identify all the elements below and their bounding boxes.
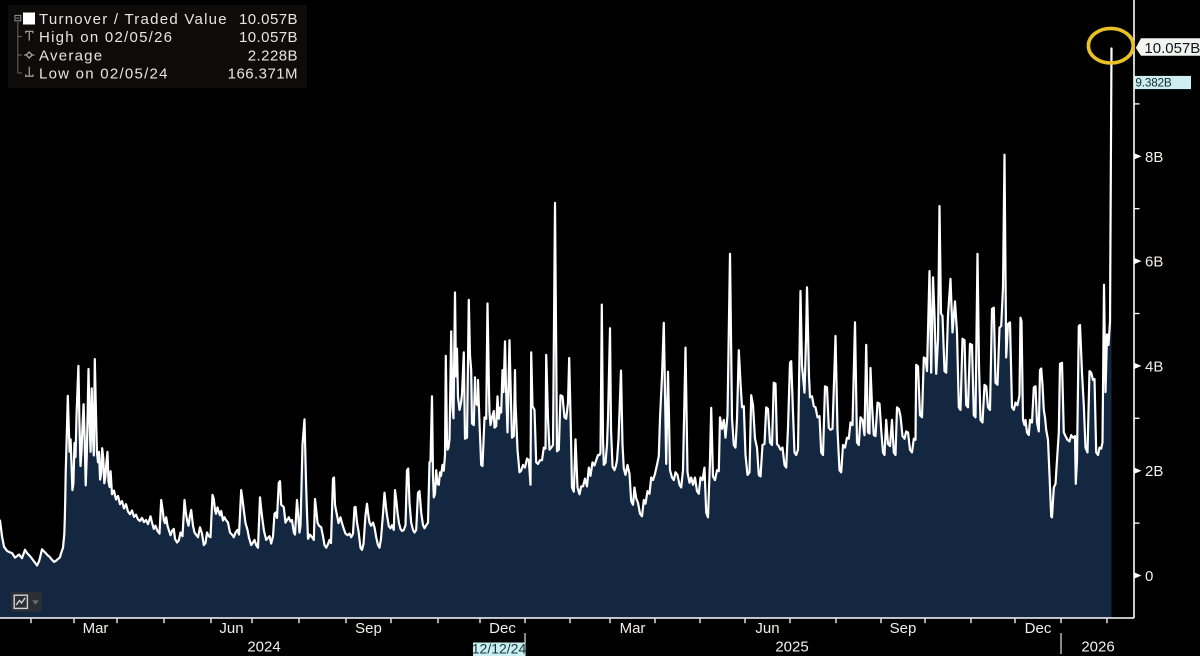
svg-text:0: 0 <box>1145 568 1153 585</box>
svg-text:9.382B: 9.382B <box>1135 76 1172 90</box>
svg-text:Jun: Jun <box>219 620 243 637</box>
svg-text:Sep: Sep <box>355 620 382 637</box>
svg-text:2026: 2026 <box>1081 639 1114 656</box>
svg-text:Mar: Mar <box>620 620 646 637</box>
svg-text:4B: 4B <box>1145 358 1163 375</box>
svg-text:Dec: Dec <box>1025 620 1052 637</box>
svg-text:Dec: Dec <box>489 620 516 637</box>
svg-text:Mar: Mar <box>83 620 109 637</box>
svg-text:12/12/24: 12/12/24 <box>472 641 527 656</box>
svg-text:Jun: Jun <box>755 620 779 637</box>
svg-text:166.371M: 166.371M <box>228 66 298 83</box>
svg-text:2B: 2B <box>1145 463 1163 480</box>
svg-text:10.057B: 10.057B <box>1144 40 1200 57</box>
svg-text:High on 02/05/26: High on 02/05/26 <box>39 29 173 46</box>
svg-text:Sep: Sep <box>890 620 917 637</box>
svg-text:2025: 2025 <box>775 639 808 656</box>
svg-text:2024: 2024 <box>247 639 280 656</box>
svg-text:6B: 6B <box>1145 254 1163 271</box>
svg-text:2.228B: 2.228B <box>248 48 298 65</box>
svg-text:Low on 02/05/24: Low on 02/05/24 <box>39 66 169 83</box>
svg-text:8B: 8B <box>1145 149 1163 166</box>
svg-text:10.057B: 10.057B <box>239 29 298 46</box>
svg-text:Average: Average <box>39 48 103 65</box>
svg-text:10.057B: 10.057B <box>239 11 298 28</box>
svg-text:Turnover / Traded Value: Turnover / Traded Value <box>39 11 228 28</box>
